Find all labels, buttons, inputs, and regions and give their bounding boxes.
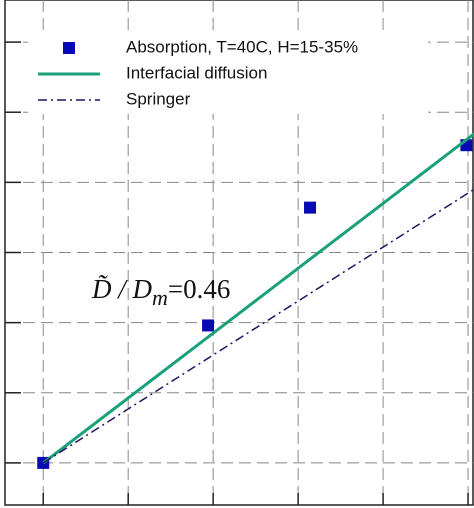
legend-background	[28, 30, 428, 114]
annotation-subscript: m	[152, 285, 168, 310]
legend-label: Absorption, T=40C, H=15-35%	[126, 37, 358, 56]
marks	[37, 132, 474, 469]
fit-line	[42, 132, 474, 465]
legend-label: Interfacial diffusion	[126, 63, 267, 82]
data-point	[304, 201, 317, 214]
legend-label: Springer	[126, 89, 191, 108]
data-point	[202, 319, 215, 332]
legend-marker	[63, 42, 75, 54]
annotation-symbol: D̃ / D	[91, 274, 153, 304]
legend: Absorption, T=40C, H=15-35% Interfacial d…	[38, 37, 358, 108]
annotation: D̃ / Dm=0.46	[91, 274, 230, 310]
annotation-value: =0.46	[168, 274, 230, 304]
fit-line	[42, 188, 474, 464]
